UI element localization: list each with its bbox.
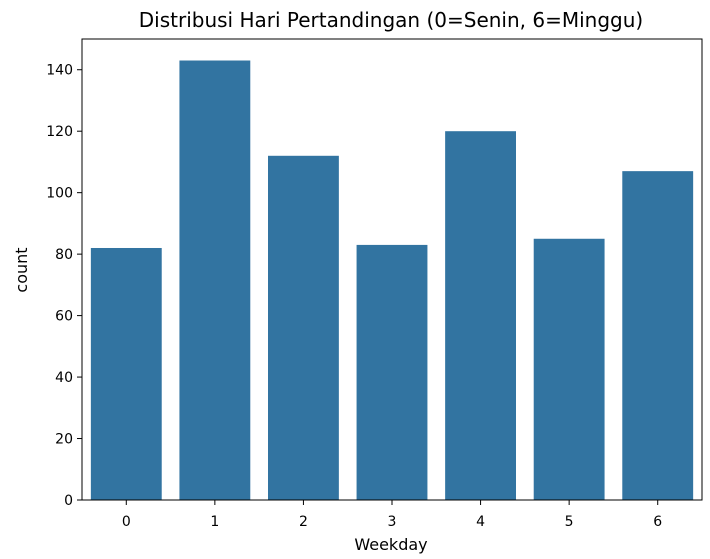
y-tick-label: 0 <box>64 493 73 509</box>
bar-weekday-5 <box>533 238 605 500</box>
bars-layer <box>90 60 694 501</box>
x-tick-label: 0 <box>122 514 131 530</box>
y-tick-label: 20 <box>55 432 73 448</box>
y-tick-label: 40 <box>55 370 73 386</box>
chart-title: Distribusi Hari Pertandingan (0=Senin, 6… <box>139 8 643 32</box>
y-tick-label: 60 <box>55 309 73 325</box>
x-tick-label: 6 <box>653 514 662 530</box>
bar-weekday-1 <box>179 60 251 500</box>
y-axis-label: count <box>12 247 31 292</box>
x-axis-label: Weekday <box>354 535 427 554</box>
axes-layer: 0 20 40 60 80 100 120 140 0 1 2 3 4 5 6 <box>46 38 703 530</box>
y-tick-label: 80 <box>55 247 73 263</box>
bar-weekday-0 <box>90 247 162 500</box>
x-tick-label: 2 <box>299 514 308 530</box>
y-tick-label: 140 <box>46 63 73 79</box>
x-tick-label: 5 <box>565 514 574 530</box>
y-tick-label: 100 <box>46 186 73 202</box>
x-tick-label: 3 <box>388 514 397 530</box>
y-tick-label: 120 <box>46 124 73 140</box>
bar-weekday-2 <box>268 155 339 501</box>
bar-weekday-3 <box>356 244 428 500</box>
bar-weekday-6 <box>622 171 694 500</box>
x-tick-label: 1 <box>210 514 219 530</box>
bar-weekday-4 <box>445 131 516 500</box>
x-tick-label: 4 <box>476 514 485 530</box>
